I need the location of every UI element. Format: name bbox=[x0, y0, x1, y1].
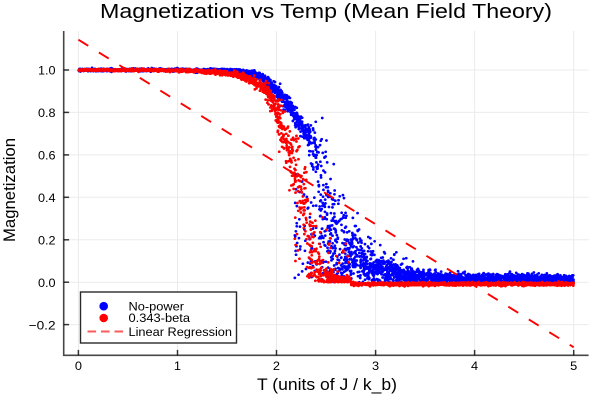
svg-text:0.6: 0.6 bbox=[38, 149, 56, 163]
svg-text:2: 2 bbox=[273, 359, 280, 373]
svg-text:0.2: 0.2 bbox=[38, 234, 56, 248]
svg-text:0: 0 bbox=[75, 359, 82, 373]
svg-text:1.0: 1.0 bbox=[38, 64, 56, 78]
svg-text:Linear Regression: Linear Regression bbox=[129, 325, 233, 339]
svg-text:0.343-beta: 0.343-beta bbox=[129, 311, 191, 325]
svg-text:0.8: 0.8 bbox=[38, 106, 56, 120]
svg-text:No-power: No-power bbox=[129, 299, 185, 313]
svg-text:0.4: 0.4 bbox=[38, 191, 56, 205]
svg-text:1: 1 bbox=[174, 359, 181, 373]
svg-text:3: 3 bbox=[372, 359, 379, 373]
svg-text:T (units of J / k_b): T (units of J / k_b) bbox=[257, 376, 397, 394]
svg-text:4: 4 bbox=[471, 359, 478, 373]
svg-text:5: 5 bbox=[570, 359, 577, 373]
svg-text:Magnetization: Magnetization bbox=[1, 138, 19, 242]
svg-text:−0.2: −0.2 bbox=[29, 318, 56, 332]
svg-text:Magnetization vs Temp (Mean Fi: Magnetization vs Temp (Mean Field Theory… bbox=[100, 0, 552, 23]
svg-text:0.0: 0.0 bbox=[38, 276, 56, 290]
